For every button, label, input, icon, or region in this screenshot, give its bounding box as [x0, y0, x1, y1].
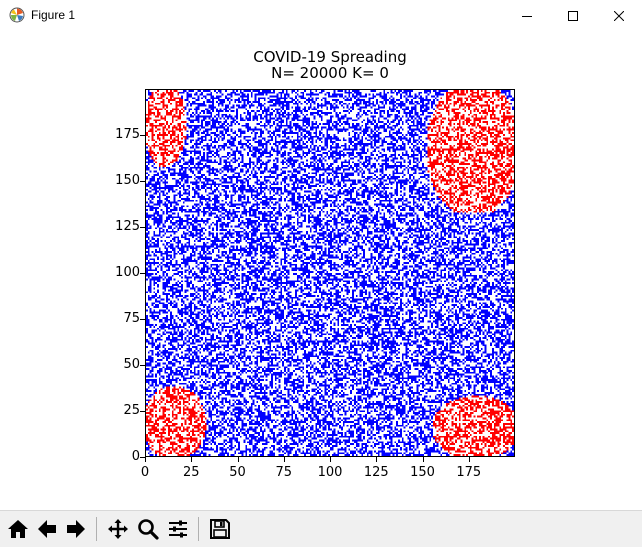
x-tick-label: 150 [410, 465, 435, 480]
chart-title: COVID-19 Spreading [253, 48, 407, 66]
y-tick-mark [140, 457, 145, 458]
maximize-icon [568, 10, 578, 21]
pan-button[interactable] [104, 515, 132, 543]
toolbar-separator [198, 517, 199, 541]
close-icon [614, 10, 624, 21]
x-tick-mark [376, 457, 378, 462]
y-tick-mark [140, 411, 145, 412]
y-tick-label: 75 [123, 311, 140, 326]
matplotlib-icon [9, 7, 25, 23]
x-tick-mark [191, 457, 193, 462]
y-tick-label: 100 [115, 265, 140, 280]
home-button[interactable] [4, 515, 32, 543]
y-tick-mark [140, 181, 145, 182]
x-tick-label: 175 [456, 465, 482, 480]
configure-subplots-icon [169, 520, 187, 538]
back-button[interactable] [33, 515, 61, 543]
toolbar-separator [96, 517, 97, 541]
x-tick-label: 100 [317, 465, 343, 480]
y-tick-label: 0 [131, 449, 140, 464]
x-tick-label: 75 [275, 465, 293, 480]
figure-canvas[interactable]: COVID-19 Spreading N= 20000 K= 0 0 25 50 75… [0, 31, 642, 510]
navigation-toolbar [0, 510, 642, 547]
y-tick-label: 25 [123, 403, 140, 418]
back-arrow-icon [38, 520, 56, 538]
y-tick-mark [140, 319, 145, 320]
home-icon [8, 520, 28, 538]
window-titlebar: Figure 1 [0, 0, 642, 32]
window-title: Figure 1 [31, 8, 76, 22]
zoom-button[interactable] [134, 515, 162, 543]
chart-subtitle: N= 20000 K= 0 [271, 64, 389, 82]
save-icon [210, 519, 230, 539]
y-tick-label: 125 [115, 219, 140, 234]
x-tick-mark [145, 457, 146, 462]
x-tick-mark [283, 457, 285, 462]
close-button[interactable] [596, 0, 642, 31]
y-tick-mark [140, 273, 145, 274]
spreading-grid-heatmap [146, 90, 514, 456]
y-tick-label: 150 [115, 173, 140, 188]
x-tick-mark [422, 457, 424, 462]
minimize-button[interactable] [504, 0, 550, 31]
zoom-icon [138, 519, 159, 540]
y-tick-label: 50 [123, 357, 140, 372]
y-tick-label: 175 [115, 127, 140, 142]
minimize-icon [522, 15, 532, 17]
maximize-button[interactable] [550, 0, 596, 31]
y-tick-mark [140, 365, 145, 366]
forward-arrow-icon [67, 520, 85, 538]
x-tick-mark [330, 457, 331, 462]
x-tick-label: 50 [229, 465, 246, 480]
forward-button[interactable] [62, 515, 90, 543]
y-tick-mark [140, 135, 145, 136]
x-tick-label: 0 [140, 465, 150, 480]
x-tick-mark [237, 457, 239, 462]
configure-subplots-button[interactable] [164, 515, 192, 543]
save-button[interactable] [206, 515, 234, 543]
pan-icon [108, 519, 128, 539]
x-tick-label: 25 [182, 465, 200, 480]
y-tick-mark [140, 227, 145, 228]
x-tick-label: 125 [363, 465, 389, 480]
x-tick-mark [468, 457, 470, 462]
plot-axes [145, 89, 515, 457]
